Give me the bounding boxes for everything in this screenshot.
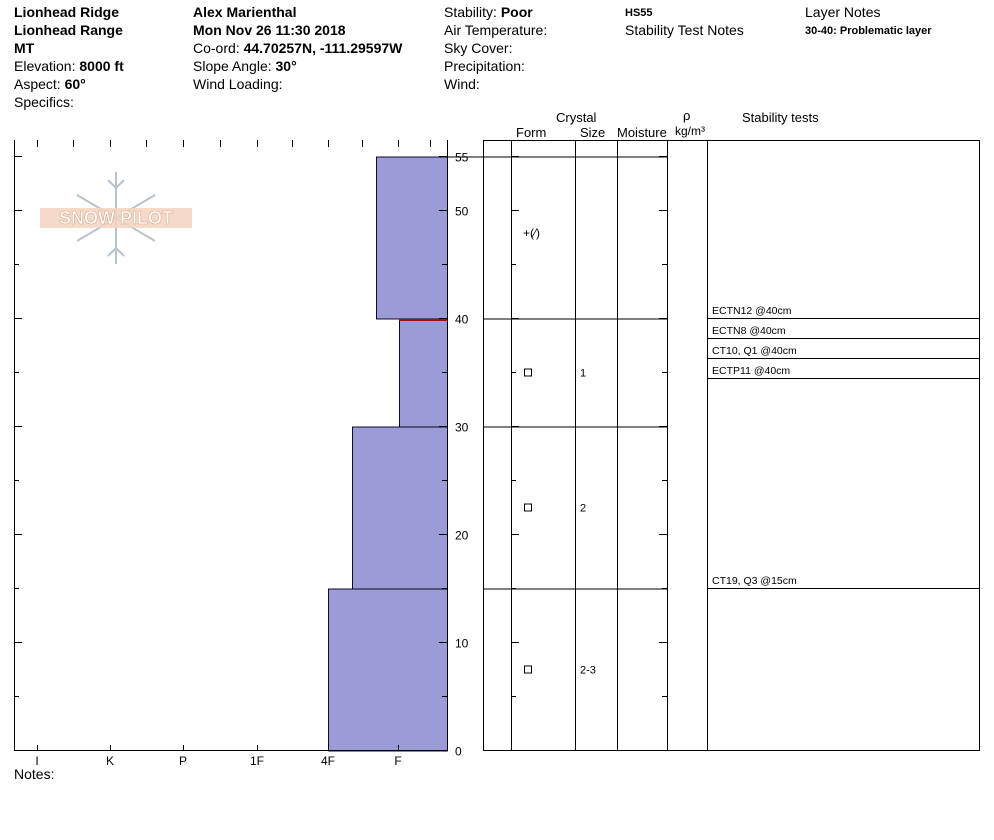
slope-row: Slope Angle: 30° bbox=[193, 57, 297, 75]
coord-label: Co-ord: bbox=[193, 40, 240, 56]
hs-value: HS55 bbox=[625, 7, 653, 19]
observation-datetime: Mon Nov 26 11:30 2018 bbox=[193, 22, 346, 38]
specifics-label: Specifics: bbox=[14, 94, 74, 110]
air-temp-label: Air Temperature: bbox=[444, 22, 548, 38]
precip-label: Precipitation: bbox=[444, 58, 525, 74]
stability-notes-label: Stability Test Notes bbox=[625, 22, 744, 38]
moisture-header: Moisture bbox=[617, 125, 667, 140]
density-symbol: ρ bbox=[683, 108, 691, 123]
location-name: Lionhead Ridge bbox=[14, 4, 119, 20]
hardness-tick-label: I bbox=[35, 754, 38, 768]
hardness-layers bbox=[328, 156, 448, 752]
sky-cover-label: Sky Cover: bbox=[444, 40, 513, 56]
wind-loading-label: Wind Loading: bbox=[193, 76, 283, 92]
stability-label: Stability: bbox=[444, 4, 497, 20]
density-unit: kg/m³ bbox=[675, 124, 705, 138]
aspect-row: Aspect: 60° bbox=[14, 75, 86, 93]
hardness-tick-label: 1F bbox=[250, 754, 264, 768]
logo-banner bbox=[40, 208, 192, 228]
grain-form-square-icon bbox=[524, 665, 532, 674]
hardness-tick-label: 4F bbox=[321, 754, 335, 768]
crystal-header: Crystal bbox=[556, 110, 597, 125]
elevation-row: Elevation: 8000 ft bbox=[14, 57, 124, 75]
layer-note-item: 30-40: Problematic layer bbox=[805, 25, 932, 37]
grain-form-symbol: +(⁄) bbox=[523, 226, 540, 240]
wind-label: Wind: bbox=[444, 76, 480, 92]
depth-tick-label: 50 bbox=[455, 205, 469, 219]
coord-value: 44.70257N, -111.29597W bbox=[243, 40, 403, 56]
logo-text: SNOW PILOT bbox=[59, 208, 173, 228]
snowpilot-logo: SNOW PILOT bbox=[40, 172, 192, 264]
range-name: Lionhead Range bbox=[14, 22, 123, 38]
slope-value: 30° bbox=[275, 58, 297, 74]
slope-label: Slope Angle: bbox=[193, 58, 272, 74]
stability-test-label: ECTP11 @40cm bbox=[712, 365, 790, 377]
depth-tick-label: 40 bbox=[455, 313, 469, 327]
hardness-tick-label: F bbox=[394, 754, 401, 768]
hardness-layer bbox=[399, 318, 448, 428]
form-header: Form bbox=[516, 125, 547, 140]
depth-tick-label: 20 bbox=[455, 529, 469, 543]
depth-tick-label: 0 bbox=[455, 745, 462, 759]
stability-test-label: CT19, Q3 @15cm bbox=[712, 575, 797, 587]
stability-value: Poor bbox=[500, 4, 533, 20]
hardness-layer bbox=[376, 156, 448, 320]
stability-tests-header: Stability tests bbox=[742, 110, 819, 125]
grain-size-value: 1 bbox=[580, 368, 586, 380]
size-header: Size bbox=[580, 125, 606, 140]
grain-form-square-icon bbox=[524, 503, 532, 512]
grain-form-square-icon bbox=[524, 368, 532, 377]
hardness-tick-label: K bbox=[106, 754, 114, 768]
stability-row: Stability: Poor bbox=[444, 3, 533, 21]
notes-label: Notes: bbox=[14, 766, 55, 782]
stability-test-label: ECTN8 @40cm bbox=[712, 325, 786, 337]
hardness-layer bbox=[352, 426, 448, 590]
grain-size-value: 2 bbox=[580, 503, 586, 515]
stability-tests-panel: ECTN12 @40cm ECTN8 @40cm CT10, Q1 @40cm ECT… bbox=[707, 305, 980, 589]
hardness-layer bbox=[328, 588, 448, 752]
aspect-label: Aspect: bbox=[14, 76, 61, 92]
elevation-label: Elevation: bbox=[14, 58, 76, 74]
observer-name: Alex Marienthal bbox=[193, 4, 297, 20]
layer-notes-label: Layer Notes bbox=[805, 4, 881, 20]
stability-test-label: CT10, Q1 @40cm bbox=[712, 345, 797, 357]
elevation-value: 8000 ft bbox=[79, 58, 124, 74]
state-name: MT bbox=[14, 40, 35, 56]
stability-test-label: ECTN12 @40cm bbox=[712, 305, 792, 317]
depth-tick-label: 30 bbox=[455, 421, 469, 435]
chart-frame bbox=[14, 140, 980, 751]
grain-size-value: 2-3 bbox=[580, 665, 596, 677]
depth-tick-label: 10 bbox=[455, 637, 469, 651]
hardness-tick-label: P bbox=[179, 754, 187, 768]
aspect-value: 60° bbox=[64, 76, 86, 92]
grain-table: +(⁄) 1 2 2-3 bbox=[448, 156, 667, 677]
coord-row: Co-ord: 44.70257N, -111.29597W bbox=[193, 39, 402, 57]
